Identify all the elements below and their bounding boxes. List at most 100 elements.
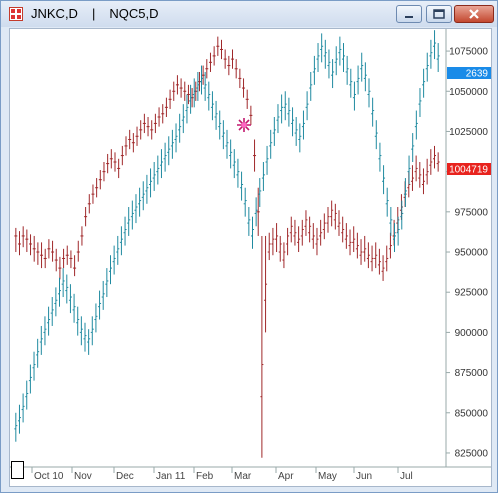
jnkc-bar <box>260 235 264 458</box>
nqc5-bar <box>305 91 309 121</box>
jnkc-bar <box>278 235 282 262</box>
jnkc-bar <box>374 242 378 269</box>
jnkc-bar <box>227 55 231 76</box>
jnkc-bar <box>223 49 227 69</box>
jnkc-bar <box>98 170 102 190</box>
nqc5-bar <box>28 364 32 394</box>
nqc5-bar <box>225 129 229 159</box>
jnkc-bar <box>58 256 62 280</box>
nqc5-bar <box>72 293 76 323</box>
nqc5-bar <box>309 71 313 101</box>
jnkc-bar <box>348 229 352 256</box>
nqc5-bar <box>218 110 222 140</box>
nqc5-bar <box>141 181 145 211</box>
nqc5-bar <box>105 268 109 298</box>
jnkc-bar <box>267 232 271 261</box>
close-button[interactable] <box>454 5 494 23</box>
nqc5-bar <box>363 62 367 92</box>
nqc5-bar <box>414 110 418 140</box>
pink-star-marker <box>237 118 251 132</box>
jnkc-bar <box>14 227 18 253</box>
nqc5-bar <box>265 145 269 175</box>
jnkc-bar <box>117 158 121 179</box>
jnkc-bar <box>164 97 168 117</box>
nqc5-bar <box>185 94 189 124</box>
jnkc-bar <box>131 133 135 153</box>
nqc5-bar <box>338 36 342 66</box>
jnkc-bar <box>139 120 143 140</box>
title-left: JNKC,D <box>31 6 78 21</box>
nqc5-bar <box>301 110 305 140</box>
nqc5-bar <box>385 187 389 217</box>
jnkc-bar <box>429 149 433 175</box>
nqc5-bar <box>87 329 91 355</box>
jnkc-bar <box>157 107 161 127</box>
jnkc-bar <box>87 194 91 214</box>
jnkc-bar <box>381 255 385 281</box>
nqc5-bar <box>243 187 247 217</box>
jnkc-bar <box>352 226 356 253</box>
nqc5-bar <box>254 197 258 227</box>
jnkc-bar <box>282 242 286 269</box>
nqc5-bar <box>101 280 105 310</box>
nqc5-bar <box>294 116 298 146</box>
nqc5-bar <box>258 178 262 208</box>
last-value-nqc5: 2639 <box>466 69 489 80</box>
chart-area[interactable]: 1075000105000010250001000000975000950000… <box>9 28 492 487</box>
nqc5-bar <box>221 120 225 150</box>
ohlc-chart[interactable]: 1075000105000010250001000000975000950000… <box>10 29 491 486</box>
nqc5-bar <box>79 316 83 346</box>
nqc5-bar <box>83 322 87 352</box>
jnkc-bar <box>106 153 110 174</box>
nqc5-bar <box>58 277 62 307</box>
nqc5-bar <box>170 129 174 159</box>
nqc5-bar <box>396 216 400 246</box>
nqc5-bar <box>356 65 360 95</box>
nqc5-bar <box>138 187 142 217</box>
jnkc-bar <box>216 36 220 56</box>
jnkc-bar <box>128 129 132 150</box>
nqc5-bar <box>21 393 25 423</box>
jnkc-bar <box>366 242 370 269</box>
nqc5-bar <box>207 81 211 111</box>
nqc5-bar <box>178 113 182 143</box>
x-tick-label: Feb <box>196 471 214 482</box>
maximize-button[interactable] <box>426 5 452 23</box>
jnkc-bar <box>304 210 308 236</box>
series-jnkc <box>14 36 440 458</box>
nqc5-bar <box>134 194 138 224</box>
jnkc-bar <box>172 81 176 101</box>
nqc5-bar <box>342 43 346 72</box>
jnkc-bar <box>205 59 209 79</box>
nqc5-bar <box>367 78 371 108</box>
corner-box[interactable] <box>11 461 24 479</box>
nqc5-bar <box>240 171 244 201</box>
nqc5-bar <box>43 316 47 346</box>
title-bar[interactable]: JNKC,D | NQC5,D <box>1 1 497 27</box>
jnkc-bar <box>421 168 425 195</box>
nqc5-bar <box>418 88 422 117</box>
jnkc-bar <box>315 227 319 256</box>
nqc5-bar <box>14 412 18 442</box>
jnkc-bar <box>363 235 367 262</box>
nqc5-bar <box>236 158 240 188</box>
minimize-button[interactable] <box>396 5 422 23</box>
jnkc-bar <box>238 68 242 89</box>
nqc5-bar <box>312 55 316 85</box>
y-tick-label: 875000 <box>455 368 489 379</box>
nqc5-bar <box>280 94 284 124</box>
jnkc-bar <box>73 255 77 277</box>
jnkc-bar <box>40 242 44 269</box>
nqc5-bar <box>127 207 131 236</box>
nqc5-bar <box>411 133 415 162</box>
nqc5-bar <box>68 284 72 314</box>
jnkc-bar <box>410 165 414 191</box>
nqc5-bar <box>298 123 302 153</box>
y-tick-label: 925000 <box>455 288 489 299</box>
jnkc-bar <box>414 155 418 182</box>
nqc5-bar <box>167 136 171 166</box>
jnkc-bar <box>69 250 73 269</box>
x-tick-label: Jul <box>400 471 413 482</box>
jnkc-bar <box>322 213 326 240</box>
